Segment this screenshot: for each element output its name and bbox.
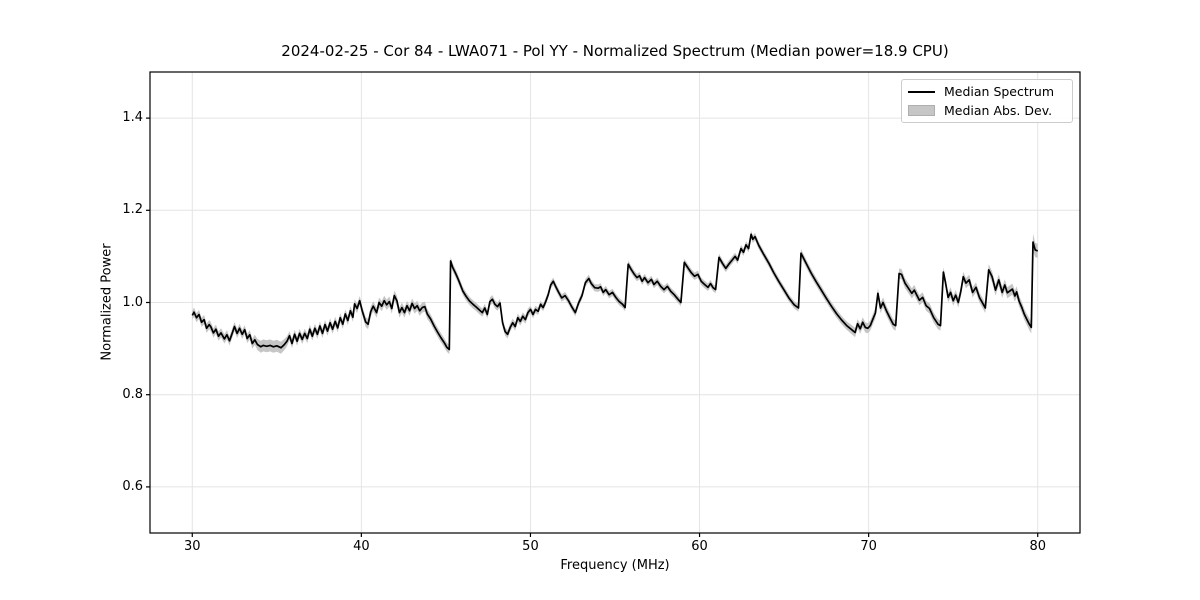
y-tick-label: 1.2 bbox=[122, 202, 143, 218]
legend-entry-median-spectrum: Median Spectrum bbox=[908, 84, 1066, 100]
x-axis-label: Frequency (MHz) bbox=[560, 558, 670, 573]
legend-patch-sample bbox=[908, 104, 935, 116]
line-swatch-icon bbox=[908, 90, 935, 93]
legend-label: Median Spectrum bbox=[944, 84, 1055, 100]
legend-line-sample bbox=[908, 90, 935, 93]
patch-swatch-icon bbox=[908, 104, 935, 116]
legend: Median Spectrum Median Abs. Dev. bbox=[901, 79, 1073, 123]
x-tick-label: 40 bbox=[353, 539, 370, 554]
y-tick-label: 1.0 bbox=[122, 294, 143, 310]
y-tick-label: 0.8 bbox=[122, 386, 143, 402]
chart-title: 2024-02-25 - Cor 84 - LWA071 - Pol YY - … bbox=[281, 42, 949, 60]
median-abs-dev-band bbox=[192, 230, 1038, 355]
x-tick-label: 60 bbox=[691, 539, 708, 554]
y-tick-label: 1.4 bbox=[122, 110, 143, 126]
x-tick-label: 50 bbox=[522, 539, 539, 554]
legend-label: Median Abs. Dev. bbox=[944, 102, 1053, 118]
x-tick-label: 80 bbox=[1029, 539, 1046, 554]
x-tick-label: 30 bbox=[183, 539, 201, 554]
median-spectrum-line bbox=[191, 233, 1039, 351]
y-tick-label: 0.6 bbox=[122, 478, 143, 494]
legend-entry-median-abs-dev: Median Abs. Dev. bbox=[908, 103, 1066, 119]
x-tick-label: 70 bbox=[860, 539, 877, 554]
